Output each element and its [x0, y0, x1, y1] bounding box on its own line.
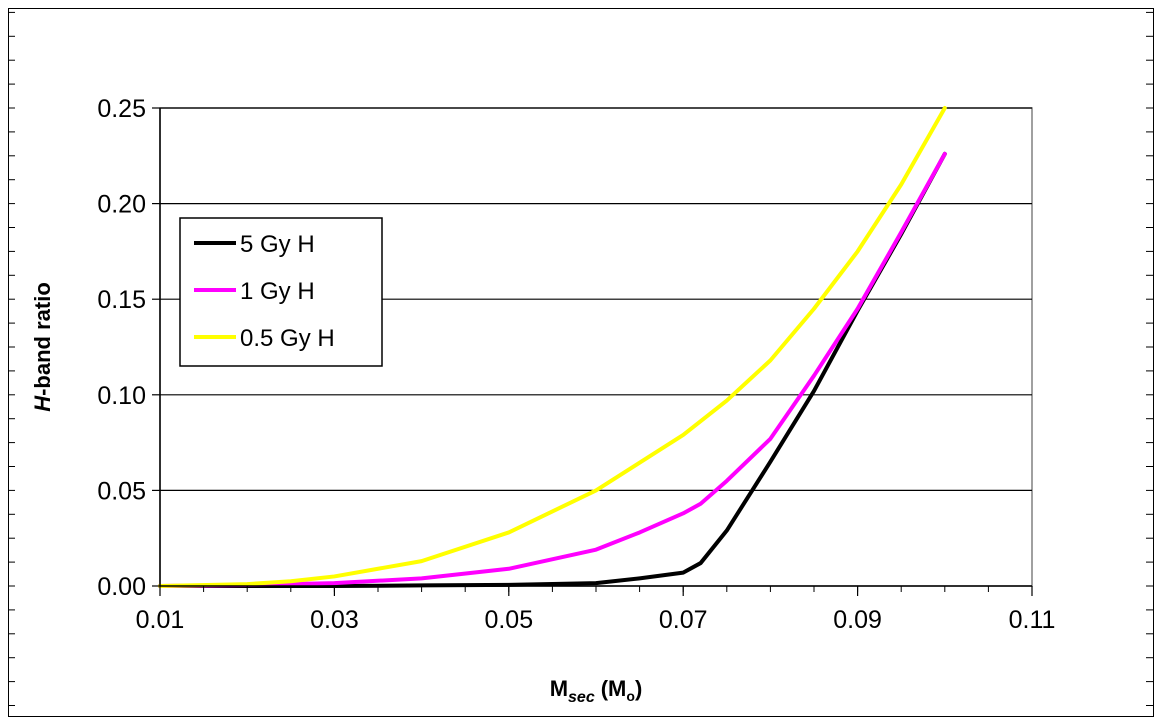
x-axis-title-suffix-end: ) [635, 676, 642, 701]
x-axis-title-sub: sec [568, 689, 595, 706]
legend-items: 5 Gy H 1 Gy H 0.5 Gy H [194, 231, 335, 352]
y-tick-label-0: 0.00 [97, 573, 146, 601]
y-tick-label-3: 0.15 [97, 286, 146, 314]
series-line-2 [158, 106, 947, 588]
x-axis-title-suffix: (M [601, 676, 627, 701]
x-axis-title-suffix-sub: o [626, 688, 635, 704]
series-line-1 [158, 151, 947, 588]
y-axis-title: H-band ratio [30, 282, 55, 412]
y-tick-label-1: 0.05 [97, 477, 146, 505]
legend: 5 Gy H 1 Gy H 0.5 Gy H [179, 217, 383, 367]
x-axis-title-main: M [550, 676, 568, 701]
y-tick-label-5: 0.25 [97, 95, 146, 123]
x-tick-label-4: 0.09 [833, 606, 882, 634]
y-tick-label-2: 0.10 [97, 382, 146, 410]
x-tick-label-0: 0.01 [136, 606, 185, 634]
x-tick-label-3: 0.07 [659, 606, 708, 634]
legend-label-0: 5 Gy H [240, 231, 315, 258]
y-axis: 0.00 0.05 0.10 0.15 0.20 0.25 [97, 95, 161, 601]
y-tick-label-4: 0.20 [97, 191, 146, 219]
x-axis: 0.01 0.03 0.05 0.07 0.09 0.11 [136, 585, 1056, 634]
x-tick-label-1: 0.03 [310, 606, 359, 634]
x-tick-label-5: 0.11 [1009, 606, 1056, 634]
x-axis-title: Msec (Mo) [550, 676, 643, 706]
y-axis-title-rest: -band ratio [30, 282, 55, 396]
frame-ticks [8, 11, 1153, 706]
legend-label-2: 0.5 Gy H [240, 325, 335, 352]
y-axis-title-italic: H [30, 395, 55, 412]
x-tick-label-2: 0.05 [484, 606, 533, 634]
legend-label-1: 1 Gy H [240, 278, 315, 305]
